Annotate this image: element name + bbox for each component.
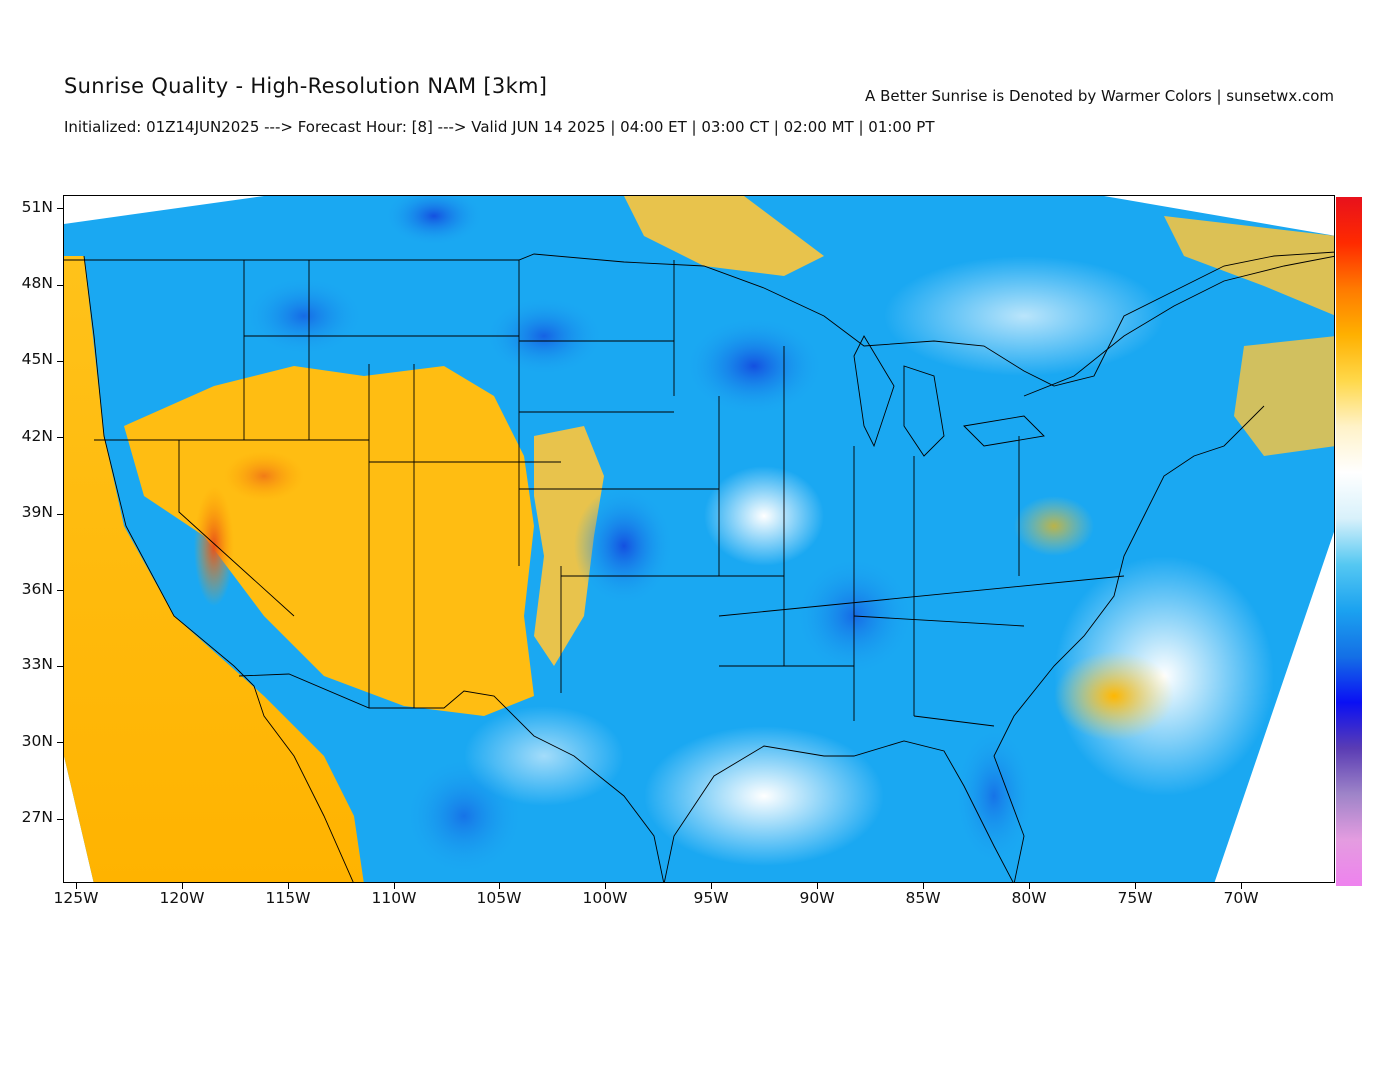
lat-label: 39N <box>21 503 53 521</box>
lon-tick <box>76 883 77 889</box>
lat-label: 30N <box>21 732 53 750</box>
lat-label: 42N <box>21 427 53 445</box>
forecast-map <box>63 195 1335 883</box>
lon-tick <box>288 883 289 889</box>
legend-note: A Better Sunrise is Denoted by Warmer Co… <box>865 87 1334 105</box>
lat-tick <box>57 361 63 362</box>
california-nevada-line <box>94 439 295 617</box>
lon-tick <box>923 883 924 889</box>
lon-label: 125W <box>53 889 99 907</box>
warm-patch-atlantic <box>1054 651 1174 741</box>
pale-patch-gulf <box>644 726 884 866</box>
us-canada-border <box>64 251 1334 387</box>
us-mexico-border <box>238 673 665 882</box>
central-verticals <box>673 260 1020 721</box>
chart-title: Sunrise Quality - High-Resolution NAM [3… <box>64 74 548 98</box>
lat-label: 48N <box>21 274 53 292</box>
lon-label: 90W <box>799 889 835 907</box>
lon-label: 115W <box>265 889 311 907</box>
cool-core-kansas <box>574 486 674 606</box>
lat-tick <box>57 590 63 591</box>
lat-tick <box>57 666 63 667</box>
cool-core-idaho <box>244 276 364 356</box>
cool-core-dakotas <box>484 296 604 376</box>
lon-tick <box>499 883 500 889</box>
forecast-init-line: Initialized: 01Z14JUN2025 ---> Forecast … <box>64 118 935 136</box>
map-canvas <box>64 196 1334 882</box>
lon-tick <box>605 883 606 889</box>
lon-label: 80W <box>1011 889 1047 907</box>
st-lawrence <box>1023 255 1334 397</box>
lat-tick <box>57 208 63 209</box>
lon-label: 110W <box>371 889 417 907</box>
pacific-coast <box>83 255 354 882</box>
lat-label: 51N <box>21 198 53 216</box>
lon-label: 95W <box>693 889 729 907</box>
gulf-coast <box>663 740 1014 882</box>
pacific-warm-region <box>64 256 364 882</box>
lon-tick <box>394 883 395 889</box>
lon-tick <box>817 883 818 889</box>
atlantic-coast <box>993 405 1265 882</box>
hot-spot-southwest <box>194 486 234 606</box>
canada-east-warm-region <box>624 196 824 276</box>
warm-patch-carolinas <box>1014 496 1094 556</box>
lat-tick <box>57 285 63 286</box>
lat-label: 45N <box>21 350 53 368</box>
lat-tick <box>57 819 63 820</box>
pale-patch-great-lakes <box>884 256 1164 376</box>
lon-tick <box>1029 883 1030 889</box>
colorbar <box>1336 197 1362 886</box>
pale-patch-missouri <box>704 466 824 566</box>
lat-tick <box>57 742 63 743</box>
lon-label: 120W <box>159 889 205 907</box>
new-england-warm-region <box>1234 336 1334 456</box>
horizontal-state-lines <box>179 335 1125 727</box>
lon-label: 85W <box>905 889 941 907</box>
cool-core-montana <box>384 196 484 246</box>
lon-tick <box>182 883 183 889</box>
atlantic-canada-warm-region <box>1164 216 1334 316</box>
cool-core-florida <box>954 726 1034 866</box>
lon-label: 105W <box>476 889 522 907</box>
lon-label: 70W <box>1223 889 1259 907</box>
lat-tick <box>57 437 63 438</box>
western-verticals <box>243 260 562 708</box>
hot-spot-utah <box>224 451 304 501</box>
lat-label: 27N <box>21 808 53 826</box>
lon-tick <box>1241 883 1242 889</box>
lat-label: 33N <box>21 655 53 673</box>
boundary-lines <box>64 251 1334 882</box>
lon-label: 100W <box>582 889 628 907</box>
lat-tick <box>57 514 63 515</box>
lon-tick <box>1135 883 1136 889</box>
great-basin-warm-region <box>124 366 534 716</box>
cool-core-minnesota <box>684 316 824 416</box>
great-lakes <box>853 335 1045 457</box>
colorbar-gradient <box>1336 197 1362 886</box>
lon-tick <box>711 883 712 889</box>
cool-core-mexico <box>404 756 524 876</box>
lat-label: 36N <box>21 580 53 598</box>
lon-label: 75W <box>1117 889 1153 907</box>
southern-plains-warm-streak <box>534 426 604 666</box>
